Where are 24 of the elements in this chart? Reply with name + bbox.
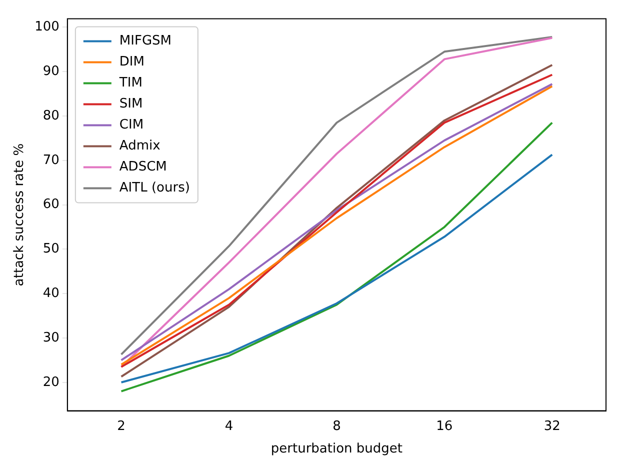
y-tick-label: 20 [42,374,60,390]
legend-label: AITL (ours) [119,180,190,196]
x-tick-label: 16 [436,418,453,434]
y-tick-label: 60 [42,197,60,212]
y-tick-label: 90 [42,64,60,80]
legend-label: DIM [119,54,144,70]
legend-label: ADSCM [119,160,167,175]
x-tick-label: 32 [544,418,560,434]
x-tick-label: 4 [224,418,234,434]
x-tick-label: 8 [332,418,341,434]
legend-label: TIM [118,76,142,91]
y-tick-label: 50 [42,242,60,257]
legend-label: MIFGSM [119,34,172,49]
legend-label: SIM [119,96,143,112]
y-tick-label: 100 [34,20,60,35]
y-axis-title: attack success rate % [12,143,28,286]
legend-label: Admix [119,138,161,154]
y-tick-label: 40 [42,286,60,301]
y-tick-label: 80 [42,108,60,124]
legend-label: CIM [119,118,144,133]
y-tick-label: 70 [42,152,60,168]
x-tick-label: 2 [117,418,126,434]
x-axis-title: perturbation budget [270,442,403,457]
y-tick-label: 30 [42,330,60,346]
